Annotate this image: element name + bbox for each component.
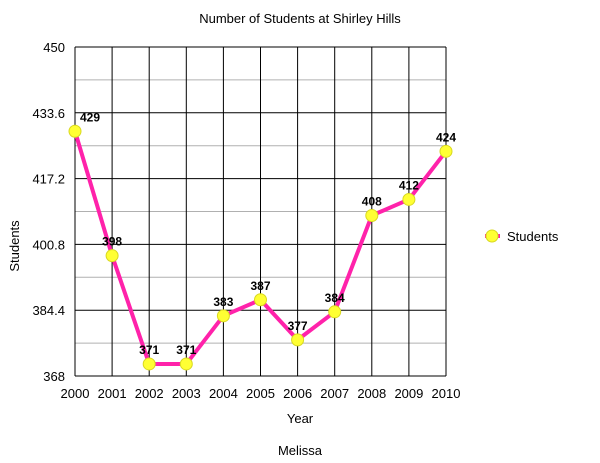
x-tick-label: 2010 [432, 386, 461, 401]
x-tick-label: 2005 [246, 386, 275, 401]
y-tick-label: 450 [43, 40, 65, 55]
y-tick-label: 433.6 [32, 106, 65, 121]
data-label: 371 [176, 343, 196, 357]
data-label: 377 [288, 319, 308, 333]
chart-title: Number of Students at Shirley Hills [199, 11, 401, 26]
data-point-marker [365, 209, 379, 223]
x-tick-label: 2004 [209, 386, 238, 401]
x-tick-label: 2007 [320, 386, 349, 401]
data-point-marker [68, 124, 82, 138]
x-tick-label: 2002 [135, 386, 164, 401]
data-label: 412 [399, 178, 419, 192]
series-students [68, 124, 453, 371]
data-point-marker [291, 333, 305, 347]
x-axis-label: Year [287, 411, 314, 426]
y-axis-label: Students [7, 220, 22, 272]
data-label: 408 [362, 195, 382, 209]
x-tick-label: 2000 [61, 386, 90, 401]
data-label: 383 [213, 295, 233, 309]
x-tick-label: 2008 [357, 386, 386, 401]
x-tick-labels: 2000 2001 2002 2003 2004 2005 2006 2007 2008 2009… [61, 386, 461, 401]
legend: Students [485, 229, 559, 244]
y-tick-labels: 368 384.4 400.8 417.2 433.6 450 [32, 40, 65, 384]
y-tick-label: 384.4 [32, 303, 65, 318]
x-tick-label: 2003 [172, 386, 201, 401]
x-tick-label: 2009 [394, 386, 423, 401]
data-label: 424 [436, 130, 456, 144]
data-label: 387 [250, 279, 270, 293]
y-tick-label: 368 [43, 369, 65, 384]
legend-marker-swatch [485, 229, 499, 243]
data-point-marker [439, 144, 453, 158]
y-tick-label: 400.8 [32, 237, 65, 252]
data-point-marker [402, 192, 416, 206]
x-tick-label: 2006 [283, 386, 312, 401]
data-point-marker [142, 357, 156, 371]
legend-label-students: Students [507, 229, 559, 244]
data-point-marker [105, 249, 119, 263]
data-point-marker [328, 305, 342, 319]
data-label: 371 [139, 343, 159, 357]
data-label: 398 [102, 235, 122, 249]
chart-caption: Melissa [278, 443, 323, 458]
data-label: 429 [80, 110, 100, 124]
x-tick-label: 2001 [98, 386, 127, 401]
y-tick-label: 417.2 [32, 172, 65, 187]
data-point-marker [179, 357, 193, 371]
data-point-marker [254, 293, 267, 307]
data-label: 384 [325, 291, 345, 305]
data-point-marker [216, 309, 230, 323]
plot-grid [74, 46, 447, 377]
data-labels: 429 398 371 371 383 387 377 384 408 412 424 [80, 110, 456, 357]
